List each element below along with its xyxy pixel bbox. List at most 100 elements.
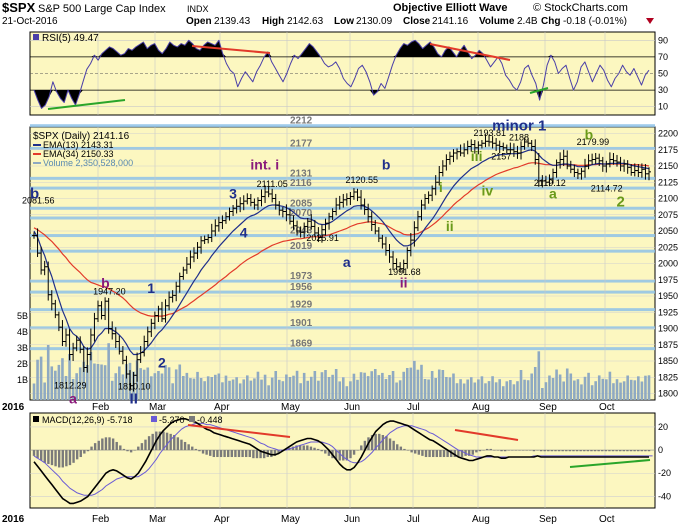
- volume-bar: [75, 373, 78, 400]
- macd-histogram-bar: [248, 450, 251, 458]
- wave-label: b: [585, 126, 594, 142]
- month-label-macd: Jul: [407, 514, 420, 525]
- legend-entry: EMA(34) 2150.33: [43, 149, 114, 159]
- volume-bar: [345, 386, 349, 400]
- macd-histogram-bar: [316, 448, 320, 451]
- volume-bar: [178, 364, 182, 400]
- volume-bar: [494, 382, 498, 400]
- volume-bar: [565, 368, 569, 400]
- macd-histogram-bar: [626, 450, 629, 452]
- macd-histogram-bar: [47, 450, 50, 464]
- header-source: Objective Elliott Wave: [393, 2, 508, 14]
- month-label-macd: Jun: [344, 514, 360, 525]
- volume-bar: [160, 373, 164, 400]
- volume-bar: [580, 384, 583, 400]
- header-exchange: INDX: [187, 4, 209, 14]
- volume-bar: [594, 381, 597, 400]
- wave-label: 4: [240, 225, 248, 241]
- volume-bar: [541, 388, 544, 400]
- volume-bar: [388, 375, 391, 400]
- wave-label: 3: [229, 186, 237, 202]
- volume-bar: [39, 356, 43, 400]
- volume-label: Volume: [479, 16, 515, 27]
- legend-entry: EMA(13) 2143.31: [43, 140, 114, 150]
- macd-histogram-bar: [590, 450, 593, 452]
- macd-histogram-bar: [374, 433, 377, 451]
- price-title: $SPX (Daily) 2141.16: [33, 131, 130, 142]
- volume-bar: [78, 367, 82, 400]
- high-label: High: [262, 16, 284, 27]
- volume-bar: [281, 381, 285, 400]
- macd-histogram-bar: [399, 446, 403, 451]
- macd-histogram-bar: [457, 450, 460, 458]
- fib-label: 2177: [290, 138, 313, 149]
- macd-histogram-bar: [403, 448, 406, 451]
- volume-bar: [231, 379, 235, 400]
- month-label-price: Feb: [92, 402, 110, 413]
- month-label-price: Aug: [472, 402, 490, 413]
- price-annotation: 2157: [491, 152, 511, 162]
- volume-bar: [334, 369, 338, 400]
- volume-bar: [107, 343, 110, 400]
- volume-bar: [228, 380, 231, 400]
- price-annotation: 1947.20: [93, 287, 126, 297]
- price-tick-label: 1900: [658, 324, 678, 334]
- macd-histogram-bar: [295, 445, 298, 451]
- fib-band: [30, 308, 655, 312]
- volume-bar: [370, 371, 374, 400]
- fib-label: 2212: [290, 116, 313, 127]
- price-tick-label: 2175: [658, 145, 678, 155]
- macd-histogram-bar: [547, 450, 550, 452]
- volume-bar: [430, 371, 434, 400]
- volume-bar: [391, 371, 395, 400]
- rsi-tick-label: 50: [658, 69, 668, 79]
- macd-legend-signal: -5.270: [159, 415, 185, 425]
- volume-bar: [292, 375, 295, 400]
- price-annotation: 2193.81: [473, 128, 506, 138]
- macd-histogram-bar: [126, 450, 129, 452]
- volume-bar: [96, 364, 100, 400]
- macd-histogram-bar: [36, 450, 39, 459]
- macd-histogram-bar: [342, 450, 345, 461]
- macd-tick-label: 0: [658, 445, 663, 455]
- macd-histogram-bar: [500, 450, 503, 452]
- price-annotation: 1991.68: [388, 267, 421, 277]
- volume-bar: [32, 383, 36, 400]
- macd-histogram-bar: [227, 450, 230, 458]
- volume-bar: [477, 379, 480, 400]
- macd-histogram-bar: [205, 450, 208, 455]
- wave-label: minor 1: [492, 117, 546, 134]
- macd-histogram-bar: [65, 450, 68, 467]
- macd-histogram-bar: [244, 450, 248, 458]
- volume-bar: [153, 373, 157, 400]
- volume-bar: [562, 381, 565, 400]
- macd-histogram-bar: [539, 450, 543, 452]
- macd-legend-swatch: [151, 416, 157, 422]
- volume-bar: [142, 369, 146, 400]
- macd-legend-hist: -0.448: [197, 415, 223, 425]
- volume-bar: [473, 382, 477, 400]
- volume-bar: [633, 380, 637, 400]
- volume-bar: [501, 386, 505, 400]
- volume-bar: [245, 375, 249, 400]
- volume-bar: [516, 381, 519, 400]
- volume-bar: [302, 372, 306, 400]
- price-annotation: 1810.10: [118, 382, 151, 392]
- macd-histogram-bar: [345, 450, 349, 461]
- month-label-macd: Aug: [472, 514, 490, 525]
- macd-histogram-bar: [162, 431, 165, 451]
- volume-tick-label: 5B: [17, 311, 28, 321]
- price-tick-label: 2025: [658, 242, 678, 252]
- down-arrow-icon: [646, 18, 654, 24]
- macd-histogram-bar: [467, 450, 471, 456]
- macd-histogram-bar: [90, 446, 93, 451]
- volume-bar: [50, 366, 54, 400]
- macd-histogram-bar: [216, 450, 219, 458]
- macd-histogram-bar: [536, 450, 539, 451]
- rsi-panel: 10 30 50 70 90 RSI(5) 49.47: [29, 31, 668, 116]
- rsi-overbought-fill: [34, 40, 649, 57]
- volume-bar: [182, 376, 185, 400]
- macd-histogram-bar: [640, 450, 644, 452]
- macd-histogram-bar: [176, 437, 180, 451]
- macd-histogram-bar: [572, 450, 575, 452]
